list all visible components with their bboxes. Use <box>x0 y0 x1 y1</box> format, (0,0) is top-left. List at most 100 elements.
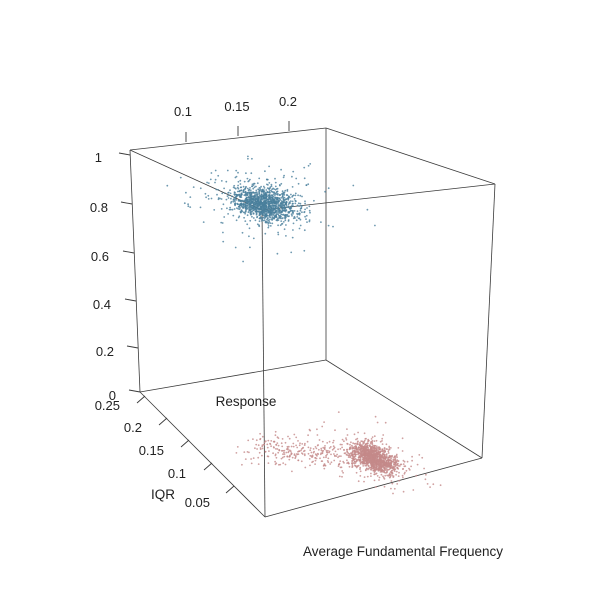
box-edge-top-left <box>129 127 327 151</box>
data-point-response-1 <box>298 227 301 230</box>
data-point-response-0 <box>365 437 367 440</box>
data-point-response-0 <box>387 457 390 459</box>
data-point-response-0 <box>388 447 391 449</box>
data-point-response-0 <box>292 445 295 448</box>
y-tick-label: 0.15 <box>139 443 164 458</box>
data-point-response-0 <box>384 474 387 477</box>
data-point-response-0 <box>379 451 381 454</box>
data-point-response-1 <box>291 200 294 203</box>
y-tick-label: 0.2 <box>124 420 142 435</box>
data-point-response-0 <box>376 462 379 465</box>
data-point-response-0 <box>373 457 375 460</box>
data-point-response-1 <box>238 215 241 218</box>
data-point-response-1 <box>248 195 250 198</box>
data-point-response-1 <box>297 182 300 185</box>
data-point-response-0 <box>389 461 392 464</box>
data-point-response-0 <box>376 475 379 477</box>
data-point-response-0 <box>362 442 365 445</box>
data-point-response-0 <box>416 463 419 466</box>
data-point-response-1 <box>289 208 291 210</box>
box-edges <box>129 127 496 518</box>
data-point-response-0 <box>309 429 312 432</box>
data-point-response-1 <box>246 200 249 203</box>
data-point-response-0 <box>329 463 332 465</box>
data-point-response-1 <box>222 240 225 243</box>
data-point-response-0 <box>355 460 358 462</box>
box-edge-center-vertical <box>261 209 266 518</box>
data-point-response-0 <box>316 428 318 431</box>
data-point-response-0 <box>274 460 276 463</box>
data-point-response-0 <box>382 476 385 479</box>
data-point-response-0 <box>333 453 335 455</box>
data-point-response-0 <box>386 466 389 468</box>
data-point-response-1 <box>287 215 290 218</box>
data-point-response-0 <box>371 441 373 444</box>
data-point-response-1 <box>263 206 266 209</box>
data-point-response-1 <box>239 196 242 199</box>
data-point-response-0 <box>388 476 391 479</box>
data-point-response-0 <box>364 464 367 467</box>
data-point-response-1 <box>282 191 285 194</box>
data-point-response-0 <box>392 492 394 495</box>
data-point-response-1 <box>217 174 220 177</box>
data-point-response-1 <box>264 191 267 194</box>
data-point-response-0 <box>376 448 378 451</box>
data-point-response-0 <box>277 451 280 454</box>
data-point-response-1 <box>277 233 280 236</box>
data-point-response-1 <box>234 176 237 179</box>
data-point-response-0 <box>333 459 336 462</box>
y-tick-label: 0.1 <box>168 466 186 481</box>
data-point-response-1 <box>258 194 261 197</box>
data-point-response-1 <box>225 198 228 201</box>
data-point-response-1 <box>270 185 273 188</box>
data-point-response-1 <box>277 206 280 209</box>
data-point-response-0 <box>308 458 311 460</box>
data-point-response-0 <box>403 472 406 475</box>
data-point-response-0 <box>295 455 297 457</box>
data-point-response-0 <box>425 473 427 476</box>
data-point-response-1 <box>282 204 285 207</box>
data-point-response-0 <box>392 466 394 469</box>
data-point-response-0 <box>359 470 362 473</box>
data-point-response-1 <box>306 221 308 224</box>
data-point-response-1 <box>237 187 240 190</box>
data-point-response-1 <box>199 206 202 209</box>
data-point-response-1 <box>237 184 240 187</box>
data-point-response-1 <box>262 216 265 219</box>
data-point-response-0 <box>401 474 404 477</box>
data-point-response-1 <box>374 224 376 227</box>
data-point-response-1 <box>252 237 255 240</box>
data-point-response-0 <box>374 455 377 458</box>
data-point-response-0 <box>270 440 273 442</box>
data-point-response-1 <box>291 209 294 212</box>
data-point-response-0 <box>362 453 365 455</box>
data-point-response-1 <box>276 252 279 255</box>
data-point-response-0 <box>259 432 261 435</box>
data-point-response-1 <box>276 192 279 195</box>
data-point-response-0 <box>386 469 388 472</box>
y-tick-label: 0.25 <box>95 398 120 413</box>
data-point-response-0 <box>331 448 334 451</box>
data-point-response-0 <box>320 452 323 454</box>
data-point-response-1 <box>278 184 281 186</box>
box-edge-right-vertical <box>481 183 496 459</box>
data-point-response-1 <box>264 170 266 173</box>
data-point-response-1 <box>275 209 277 212</box>
data-point-response-1 <box>192 186 195 189</box>
data-point-response-1 <box>269 218 271 221</box>
data-point-response-1 <box>229 208 232 211</box>
data-point-response-1 <box>225 180 228 183</box>
data-point-response-0 <box>370 472 372 475</box>
data-point-response-1 <box>258 225 261 228</box>
data-point-response-0 <box>246 451 249 453</box>
data-point-response-0 <box>336 453 338 456</box>
data-point-response-0 <box>295 436 298 439</box>
box-edge-bottom-back <box>325 359 483 459</box>
data-point-response-0 <box>367 440 369 443</box>
data-point-response-1 <box>294 192 297 195</box>
z-tick-label: 0.2 <box>96 344 114 359</box>
data-point-response-0 <box>341 438 344 441</box>
data-point-response-0 <box>402 476 404 479</box>
data-point-response-1 <box>242 185 245 188</box>
